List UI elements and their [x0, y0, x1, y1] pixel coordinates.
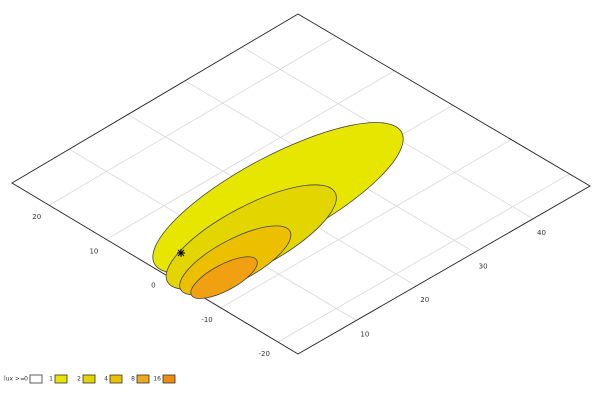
legend-label: 0	[24, 376, 28, 383]
grid-line	[48, 36, 337, 206]
grid-line	[220, 139, 512, 309]
legend-label: 8	[131, 376, 135, 383]
right-axis-label: 10	[360, 330, 369, 338]
contours	[152, 122, 404, 299]
legend-label: 2	[77, 376, 81, 383]
legend-swatch	[82, 374, 96, 384]
left-axis-label: -20	[259, 350, 270, 358]
legend: lux >= 0 1 2 4 8 16	[4, 374, 176, 384]
grid-line	[106, 70, 395, 240]
right-axis-label: 20	[420, 296, 429, 304]
left-axis-label: 0	[151, 282, 155, 290]
legend-swatch	[29, 374, 43, 384]
grid-line	[277, 173, 570, 343]
left-axis-label: -10	[201, 316, 212, 324]
left-axis-label: 20	[32, 213, 41, 221]
legend-swatch	[136, 374, 150, 384]
legend-label: 16	[153, 376, 161, 383]
contour	[190, 256, 258, 299]
luminaire-marker	[177, 249, 185, 257]
legend-label: 4	[104, 376, 108, 383]
axis-labels: 20 10 0 -10 -20 10 20 30 40	[32, 213, 546, 358]
right-axis-label: 30	[479, 262, 488, 270]
legend-title: lux >=	[4, 376, 25, 383]
left-axis-label: 10	[89, 247, 98, 255]
legend-swatch	[162, 374, 176, 384]
legend-label: 1	[49, 376, 53, 383]
right-axis-label: 40	[537, 229, 546, 237]
legend-swatch	[109, 374, 123, 384]
legend-swatch	[54, 374, 68, 384]
